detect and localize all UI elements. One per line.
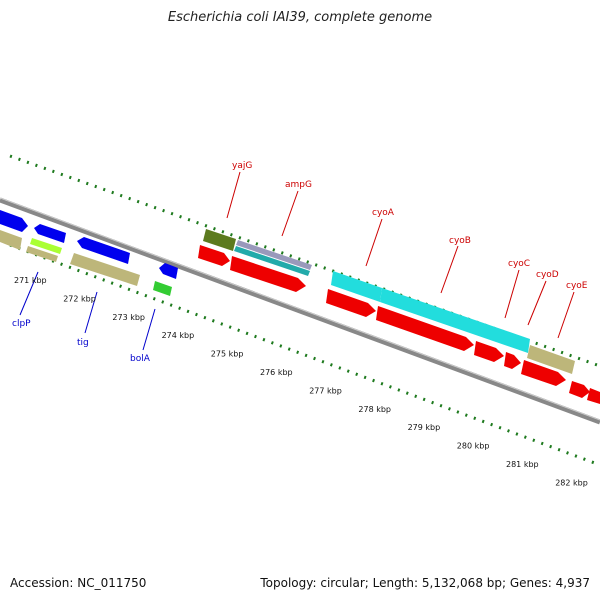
gene-label-cyoE: cyoE bbox=[566, 281, 588, 291]
scale-label: 271 kbp bbox=[14, 276, 47, 285]
gene-label-tig: tig bbox=[77, 338, 89, 348]
gene-blue-2 bbox=[34, 224, 66, 243]
gene-red-5 bbox=[474, 341, 504, 362]
scale-label: 279 kbp bbox=[408, 423, 441, 432]
gene-label-cyoC: cyoC bbox=[508, 259, 530, 269]
gene-tan-2 bbox=[26, 246, 58, 262]
gene-red-6 bbox=[504, 352, 521, 369]
scale-label: 277 kbp bbox=[309, 386, 342, 395]
gene-blue-1 bbox=[0, 210, 28, 232]
gene-tan-4 bbox=[527, 345, 575, 374]
gene-blue-4 bbox=[159, 263, 178, 279]
gene-label-ampG: ampG bbox=[285, 180, 312, 190]
gene-purple-1 bbox=[236, 240, 312, 270]
scale-label: 273 kbp bbox=[112, 313, 145, 322]
genome-backbone bbox=[0, 197, 600, 425]
scale-label: 272 kbp bbox=[63, 294, 96, 303]
genome-backbone-highlight bbox=[0, 197, 600, 421]
gene-label-yajG: yajG bbox=[232, 161, 252, 171]
gene-label-bolA: bolA bbox=[130, 354, 151, 364]
gene-blue-3 bbox=[77, 237, 130, 264]
gene-label-cyoB: cyoB bbox=[449, 236, 471, 246]
gene-red-8 bbox=[569, 381, 590, 398]
gene-cyan-2 bbox=[380, 288, 530, 353]
gene-label-clpP: clpP bbox=[12, 319, 31, 329]
scale-label: 274 kbp bbox=[162, 331, 195, 340]
gene-teal-1 bbox=[234, 246, 310, 276]
gene-red-2 bbox=[230, 256, 306, 292]
bottom-label-leaders bbox=[19, 271, 156, 351]
gene-tan-3 bbox=[70, 253, 140, 286]
scale-label: 275 kbp bbox=[211, 350, 244, 359]
gene-olive-1 bbox=[203, 229, 236, 251]
scale-label: 278 kbp bbox=[358, 405, 391, 414]
scale-label: 280 kbp bbox=[457, 442, 490, 451]
gene-red-1 bbox=[198, 245, 230, 266]
gene-red-7 bbox=[521, 360, 566, 386]
gene-red-4 bbox=[376, 306, 474, 351]
gene-green-1 bbox=[153, 281, 172, 296]
gene-red-3 bbox=[326, 289, 376, 317]
scale-labels: 271 kbp 272 kbp 273 kbp 274 kbp 275 kbp 276 k… bbox=[14, 276, 588, 487]
gene-red-9 bbox=[587, 388, 600, 404]
gene-tan-1 bbox=[0, 230, 22, 250]
topology-text: Topology: circular; Length: 5,132,068 bp… bbox=[260, 576, 590, 590]
gene-label-cyoD: cyoD bbox=[536, 270, 559, 280]
scale-label: 276 kbp bbox=[260, 368, 293, 377]
page-title: Escherichia coli IAI39, complete genome bbox=[167, 10, 433, 25]
top-label-leaders bbox=[226, 171, 575, 339]
gene-cyan-1 bbox=[331, 271, 382, 302]
scale-label: 282 kbp bbox=[555, 478, 588, 487]
gene-label-cyoA: cyoA bbox=[372, 208, 395, 218]
accession-text: Accession: NC_011750 bbox=[10, 576, 147, 590]
gene-lime-1 bbox=[30, 238, 62, 254]
scale-label: 281 kbp bbox=[506, 460, 539, 469]
